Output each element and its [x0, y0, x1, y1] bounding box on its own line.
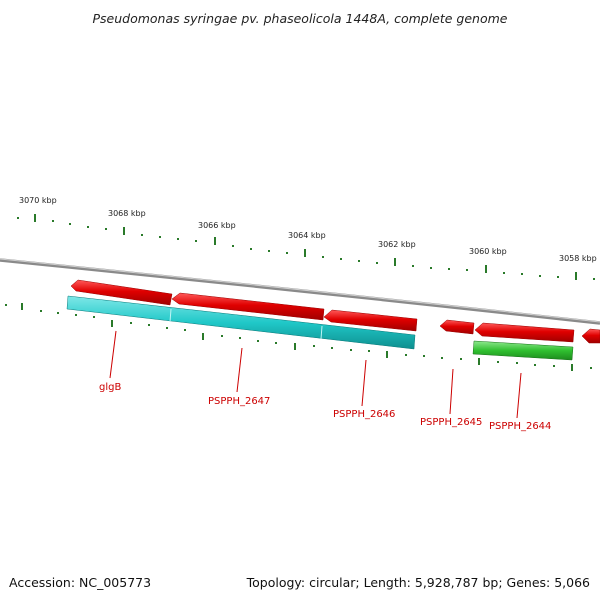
- scale-label: 3058 kbp: [559, 254, 597, 263]
- gene-arrow[interactable]: [323, 309, 418, 332]
- gene-label[interactable]: PSPPH_2644: [489, 421, 551, 432]
- scale-label: 3062 kbp: [378, 240, 416, 249]
- scale-label: 3068 kbp: [108, 209, 146, 218]
- gene-arrow[interactable]: [70, 279, 173, 306]
- reverse-strand-genes: [70, 279, 600, 344]
- gene-label[interactable]: PSPPH_2645: [420, 417, 482, 428]
- genome-summary-text: Topology: circular; Length: 5,928,787 bp…: [246, 575, 590, 590]
- genome-backbone: [0, 258, 600, 325]
- label-leaders: [109, 330, 522, 419]
- gene-label[interactable]: PSPPH_2646: [333, 409, 395, 420]
- scale-label: 3070 kbp: [19, 196, 57, 205]
- gene-arrow[interactable]: [439, 319, 475, 335]
- gene-arrow[interactable]: [171, 292, 325, 321]
- map-title: Pseudomonas syringae pv. phaseolicola 14…: [92, 11, 508, 26]
- upper-scale-ticks: [17, 214, 595, 280]
- gene-labels: glgB PSPPH_2647 PSPPH_2646 PSPPH_2645 PS…: [99, 382, 551, 432]
- gene-arrow[interactable]: [581, 328, 600, 344]
- scale-label: 3066 kbp: [198, 221, 236, 230]
- scale-labels: 3070 kbp 3068 kbp 3066 kbp 3064 kbp 3062…: [19, 196, 597, 263]
- gene-label[interactable]: glgB: [99, 382, 121, 393]
- cds-bar[interactable]: [472, 340, 574, 361]
- lower-scale-ticks: [5, 303, 592, 371]
- cds-bar[interactable]: [66, 295, 416, 350]
- cds-features: [66, 295, 574, 361]
- scale-label: 3060 kbp: [469, 247, 507, 256]
- gene-arrow[interactable]: [474, 322, 575, 343]
- scale-label: 3064 kbp: [288, 231, 326, 240]
- accession-text: Accession: NC_005773: [9, 575, 152, 590]
- gene-label[interactable]: PSPPH_2647: [208, 396, 270, 407]
